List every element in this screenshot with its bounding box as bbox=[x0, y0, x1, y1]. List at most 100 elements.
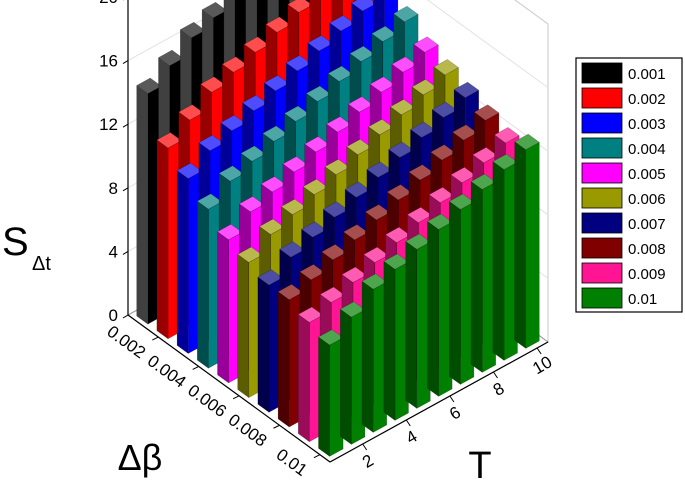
bar-top-face bbox=[319, 286, 346, 303]
bar-top-face bbox=[324, 158, 350, 176]
bar-top-face bbox=[411, 79, 438, 96]
legend-swatch bbox=[581, 187, 623, 209]
bar-top-face bbox=[178, 104, 204, 121]
z-tick-label: 4 bbox=[109, 242, 118, 261]
bar-top-face bbox=[282, 156, 308, 173]
beta-tick-mark bbox=[192, 366, 199, 370]
bar-top-face bbox=[405, 233, 431, 250]
bar-top-face bbox=[136, 77, 162, 94]
legend-item: 0.006 bbox=[581, 187, 666, 209]
bar-top-face bbox=[406, 206, 433, 224]
bar-top-face bbox=[428, 186, 455, 204]
bar-top-face bbox=[285, 55, 312, 72]
bar-top-face bbox=[196, 193, 223, 210]
z-tick-label: 8 bbox=[109, 179, 118, 198]
legend-swatch bbox=[581, 287, 623, 309]
bar bbox=[405, 233, 431, 409]
bar-top-face bbox=[385, 226, 411, 243]
z-tick-label: 0 bbox=[109, 306, 118, 325]
bar-top-face bbox=[329, 15, 355, 32]
bar-top-face bbox=[201, 1, 228, 19]
beta-tick-label: 0.006 bbox=[184, 381, 230, 421]
bar-top-face bbox=[383, 253, 409, 270]
t-tick-label: 8 bbox=[490, 379, 508, 400]
legend-item: 0.003 bbox=[581, 112, 666, 134]
legend-item: 0.008 bbox=[581, 237, 666, 259]
bar-top-face bbox=[430, 144, 456, 161]
bar-top-face bbox=[263, 75, 290, 92]
beta-tick-label: 0.01 bbox=[273, 445, 311, 480]
bar-top-face bbox=[346, 138, 372, 156]
bar-top-face bbox=[494, 127, 520, 144]
z-tick-label: 16 bbox=[99, 52, 118, 71]
t-tick-mark bbox=[362, 443, 368, 451]
legend-label: 0.005 bbox=[628, 166, 666, 183]
grid-line bbox=[426, 0, 549, 89]
bar bbox=[448, 193, 475, 385]
bar-top-face bbox=[472, 147, 498, 164]
bar-side-face bbox=[257, 276, 270, 413]
bar-side-face bbox=[514, 141, 527, 349]
bar-side-face bbox=[492, 161, 505, 361]
bar-top-face bbox=[361, 273, 388, 290]
legend-label: 0.01 bbox=[628, 291, 657, 308]
bar bbox=[427, 213, 453, 397]
bar-top-face bbox=[297, 306, 324, 323]
bar-top-face bbox=[321, 244, 347, 261]
bar-top-face bbox=[371, 25, 397, 42]
bar-top-face bbox=[410, 121, 436, 138]
legend-swatch bbox=[581, 87, 623, 109]
beta-axis-title: Δβ bbox=[118, 437, 163, 478]
bar-top-face bbox=[318, 329, 344, 346]
legend-item: 0.009 bbox=[581, 262, 666, 284]
legend-label: 0.001 bbox=[628, 66, 666, 83]
bar-top-face bbox=[156, 132, 182, 149]
t-tick-mark bbox=[405, 419, 411, 427]
bar-top-face bbox=[492, 153, 518, 170]
bar bbox=[339, 301, 366, 445]
bar-group bbox=[136, 0, 540, 457]
t-axis-title: T bbox=[468, 445, 491, 487]
bar-top-face bbox=[453, 81, 480, 98]
bar-top-face bbox=[339, 301, 366, 318]
bar-top-face bbox=[341, 266, 367, 283]
bar-top-face bbox=[514, 133, 540, 150]
bar-top-face bbox=[240, 145, 266, 162]
legend-item: 0.001 bbox=[581, 62, 666, 84]
bar-top-face bbox=[260, 176, 287, 193]
beta-axis-line bbox=[127, 314, 331, 463]
t-tick-label: 10 bbox=[529, 352, 555, 378]
legend-label: 0.007 bbox=[628, 216, 666, 233]
bar-side-face bbox=[449, 200, 461, 385]
bar-top-face bbox=[218, 165, 245, 182]
bar-top-face bbox=[431, 101, 458, 118]
beta-tick-mark bbox=[152, 336, 159, 341]
z-axis-title-sub: Δt bbox=[32, 253, 51, 275]
legend-label: 0.006 bbox=[628, 191, 666, 208]
bar-top-face bbox=[302, 178, 329, 195]
bar-side-face bbox=[237, 253, 250, 399]
beta-tick-mark bbox=[273, 424, 280, 429]
bar-side-face bbox=[361, 280, 374, 433]
bar-top-face bbox=[301, 221, 327, 238]
z-tick-mark bbox=[122, 60, 129, 65]
legend-label: 0.002 bbox=[628, 91, 666, 108]
z-axis-title: S bbox=[2, 220, 29, 264]
bar-top-face bbox=[279, 241, 305, 258]
legend-swatch bbox=[581, 212, 623, 234]
legend-swatch bbox=[581, 62, 623, 84]
z-tick-mark bbox=[122, 123, 129, 128]
bar-top-face bbox=[349, 45, 375, 62]
bar-top-face bbox=[304, 136, 330, 153]
bar-top-face bbox=[326, 116, 352, 133]
bar-top-face bbox=[242, 94, 268, 112]
bar-top-face bbox=[388, 141, 414, 158]
legend-swatch bbox=[581, 262, 623, 284]
bar-side-face bbox=[298, 313, 310, 443]
bar-front-face bbox=[525, 141, 540, 349]
bar-top-face bbox=[343, 224, 369, 241]
bar-top-face bbox=[280, 198, 307, 215]
bar-top-face bbox=[307, 35, 333, 52]
bar-side-face bbox=[156, 139, 169, 340]
bar-top-face bbox=[322, 201, 349, 218]
